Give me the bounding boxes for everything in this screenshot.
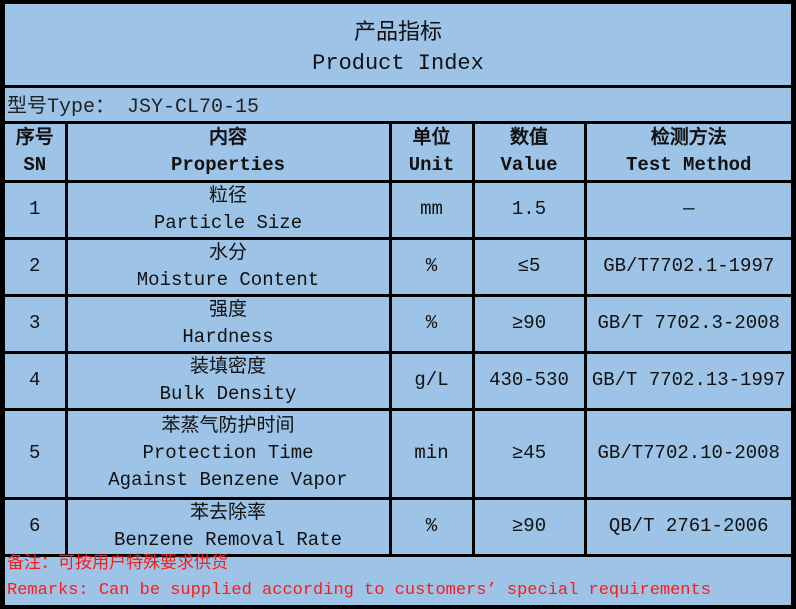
page-title: 产品指标 Product Index bbox=[5, 4, 791, 88]
cell-sn: 6 bbox=[5, 496, 68, 557]
cell-unit: mm bbox=[388, 179, 475, 240]
header-zh: 序号 bbox=[15, 126, 54, 149]
cell-sn: 3 bbox=[5, 293, 68, 354]
table-row: 6 苯去除率 Benzene Removal Rate % ≥90 QB/T 27… bbox=[5, 496, 791, 557]
cell-property: 强度 Hardness bbox=[64, 293, 392, 354]
property-en: Moisture Content bbox=[136, 268, 320, 291]
cell-value: ≥45 bbox=[471, 407, 587, 500]
header-zh: 数值 bbox=[509, 126, 548, 149]
property-zh: 装填密度 bbox=[189, 355, 266, 378]
cell-unit: min bbox=[388, 407, 475, 500]
cell-sn: 4 bbox=[5, 350, 68, 411]
header-unit: 单位 Unit bbox=[388, 124, 475, 183]
cell-sn: 5 bbox=[5, 407, 68, 500]
cell-property: 装填密度 Bulk Density bbox=[64, 350, 392, 411]
cell-property: 水分 Moisture Content bbox=[64, 236, 392, 297]
title-en: Product Index bbox=[312, 51, 484, 76]
table-row: 3 强度 Hardness % ≥90 GB/T 7702.3-2008 bbox=[5, 293, 791, 354]
table-row: 5 苯蒸气防护时间 Protection Time Against Benzene… bbox=[5, 407, 791, 500]
cell-test-method: GB/T7702.1-1997 bbox=[583, 236, 791, 297]
cell-unit: g/L bbox=[388, 350, 475, 411]
property-zh: 水分 bbox=[208, 241, 247, 264]
property-zh: 强度 bbox=[208, 298, 247, 321]
cell-sn: 2 bbox=[5, 236, 68, 297]
cell-unit: % bbox=[388, 293, 475, 354]
cell-value: ≥90 bbox=[471, 293, 587, 354]
header-en: Unit bbox=[408, 153, 455, 176]
header-sn: 序号 SN bbox=[5, 124, 68, 183]
cell-sn: 1 bbox=[5, 179, 68, 240]
cell-unit: % bbox=[388, 496, 475, 557]
cell-test-method: QB/T 2761-2006 bbox=[583, 496, 791, 557]
cell-value: ≤5 bbox=[471, 236, 587, 297]
cell-value: 1.5 bbox=[471, 179, 587, 240]
cell-property: 粒径 Particle Size bbox=[64, 179, 392, 240]
property-zh: 苯蒸气防护时间 bbox=[161, 415, 295, 437]
property-en: Particle Size bbox=[153, 211, 303, 234]
cell-property: 苯去除率 Benzene Removal Rate bbox=[64, 496, 392, 557]
header-en: Test Method bbox=[626, 153, 752, 176]
title-zh: 产品指标 bbox=[353, 21, 442, 46]
property-en: Benzene Removal Rate bbox=[113, 528, 343, 551]
header-zh: 检测方法 bbox=[650, 126, 727, 149]
cell-test-method: GB/T 7702.3-2008 bbox=[583, 293, 791, 354]
property-en: Bulk Density bbox=[159, 382, 297, 405]
cell-test-method: — bbox=[583, 179, 791, 240]
header-en: Value bbox=[500, 153, 558, 176]
header-zh: 内容 bbox=[208, 126, 247, 149]
cell-value: 430-530 bbox=[471, 350, 587, 411]
type-line: 型号Type： JSY-CL70-15 bbox=[5, 91, 791, 124]
remarks: 备注：可按用户特殊要求供货 Remarks: Can be supplied a… bbox=[5, 552, 791, 604]
cell-test-method: GB/T7702.10-2008 bbox=[583, 407, 791, 500]
header-value: 数值 Value bbox=[471, 124, 587, 183]
cell-test-method: GB/T 7702.13-1997 bbox=[583, 350, 791, 411]
remark-zh: 备注：可按用户特殊要求供货 bbox=[7, 555, 228, 574]
table-row: 2 水分 Moisture Content % ≤5 GB/T7702.1-199… bbox=[5, 236, 791, 297]
cell-value: ≥90 bbox=[471, 496, 587, 557]
property-en: Hardness bbox=[182, 325, 274, 348]
spec-table: 序号 SN 内容 Properties 单位 Unit 数值 Value 检测方法 Tes… bbox=[5, 124, 791, 557]
table-row: 4 装填密度 Bulk Density g/L 430-530 GB/T 7702… bbox=[5, 350, 791, 411]
header-en: SN bbox=[23, 153, 47, 176]
property-zh: 粒径 bbox=[208, 184, 247, 207]
remark-en: Remarks: Can be supplied according to cu… bbox=[7, 581, 711, 600]
header-properties: 内容 Properties bbox=[64, 124, 392, 183]
property-en: Protection Time Against Benzene Vapor bbox=[108, 442, 348, 491]
header-row: 序号 SN 内容 Properties 单位 Unit 数值 Value 检测方法 Tes… bbox=[5, 124, 791, 183]
table-row: 1 粒径 Particle Size mm 1.5 — bbox=[5, 179, 791, 240]
header-en: Properties bbox=[170, 153, 286, 176]
property-zh: 苯去除率 bbox=[189, 501, 266, 524]
cell-property: 苯蒸气防护时间 Protection Time Against Benzene V… bbox=[64, 407, 392, 500]
cell-unit: % bbox=[388, 236, 475, 297]
header-test-method: 检测方法 Test Method bbox=[583, 124, 791, 183]
header-zh: 单位 bbox=[412, 126, 451, 149]
